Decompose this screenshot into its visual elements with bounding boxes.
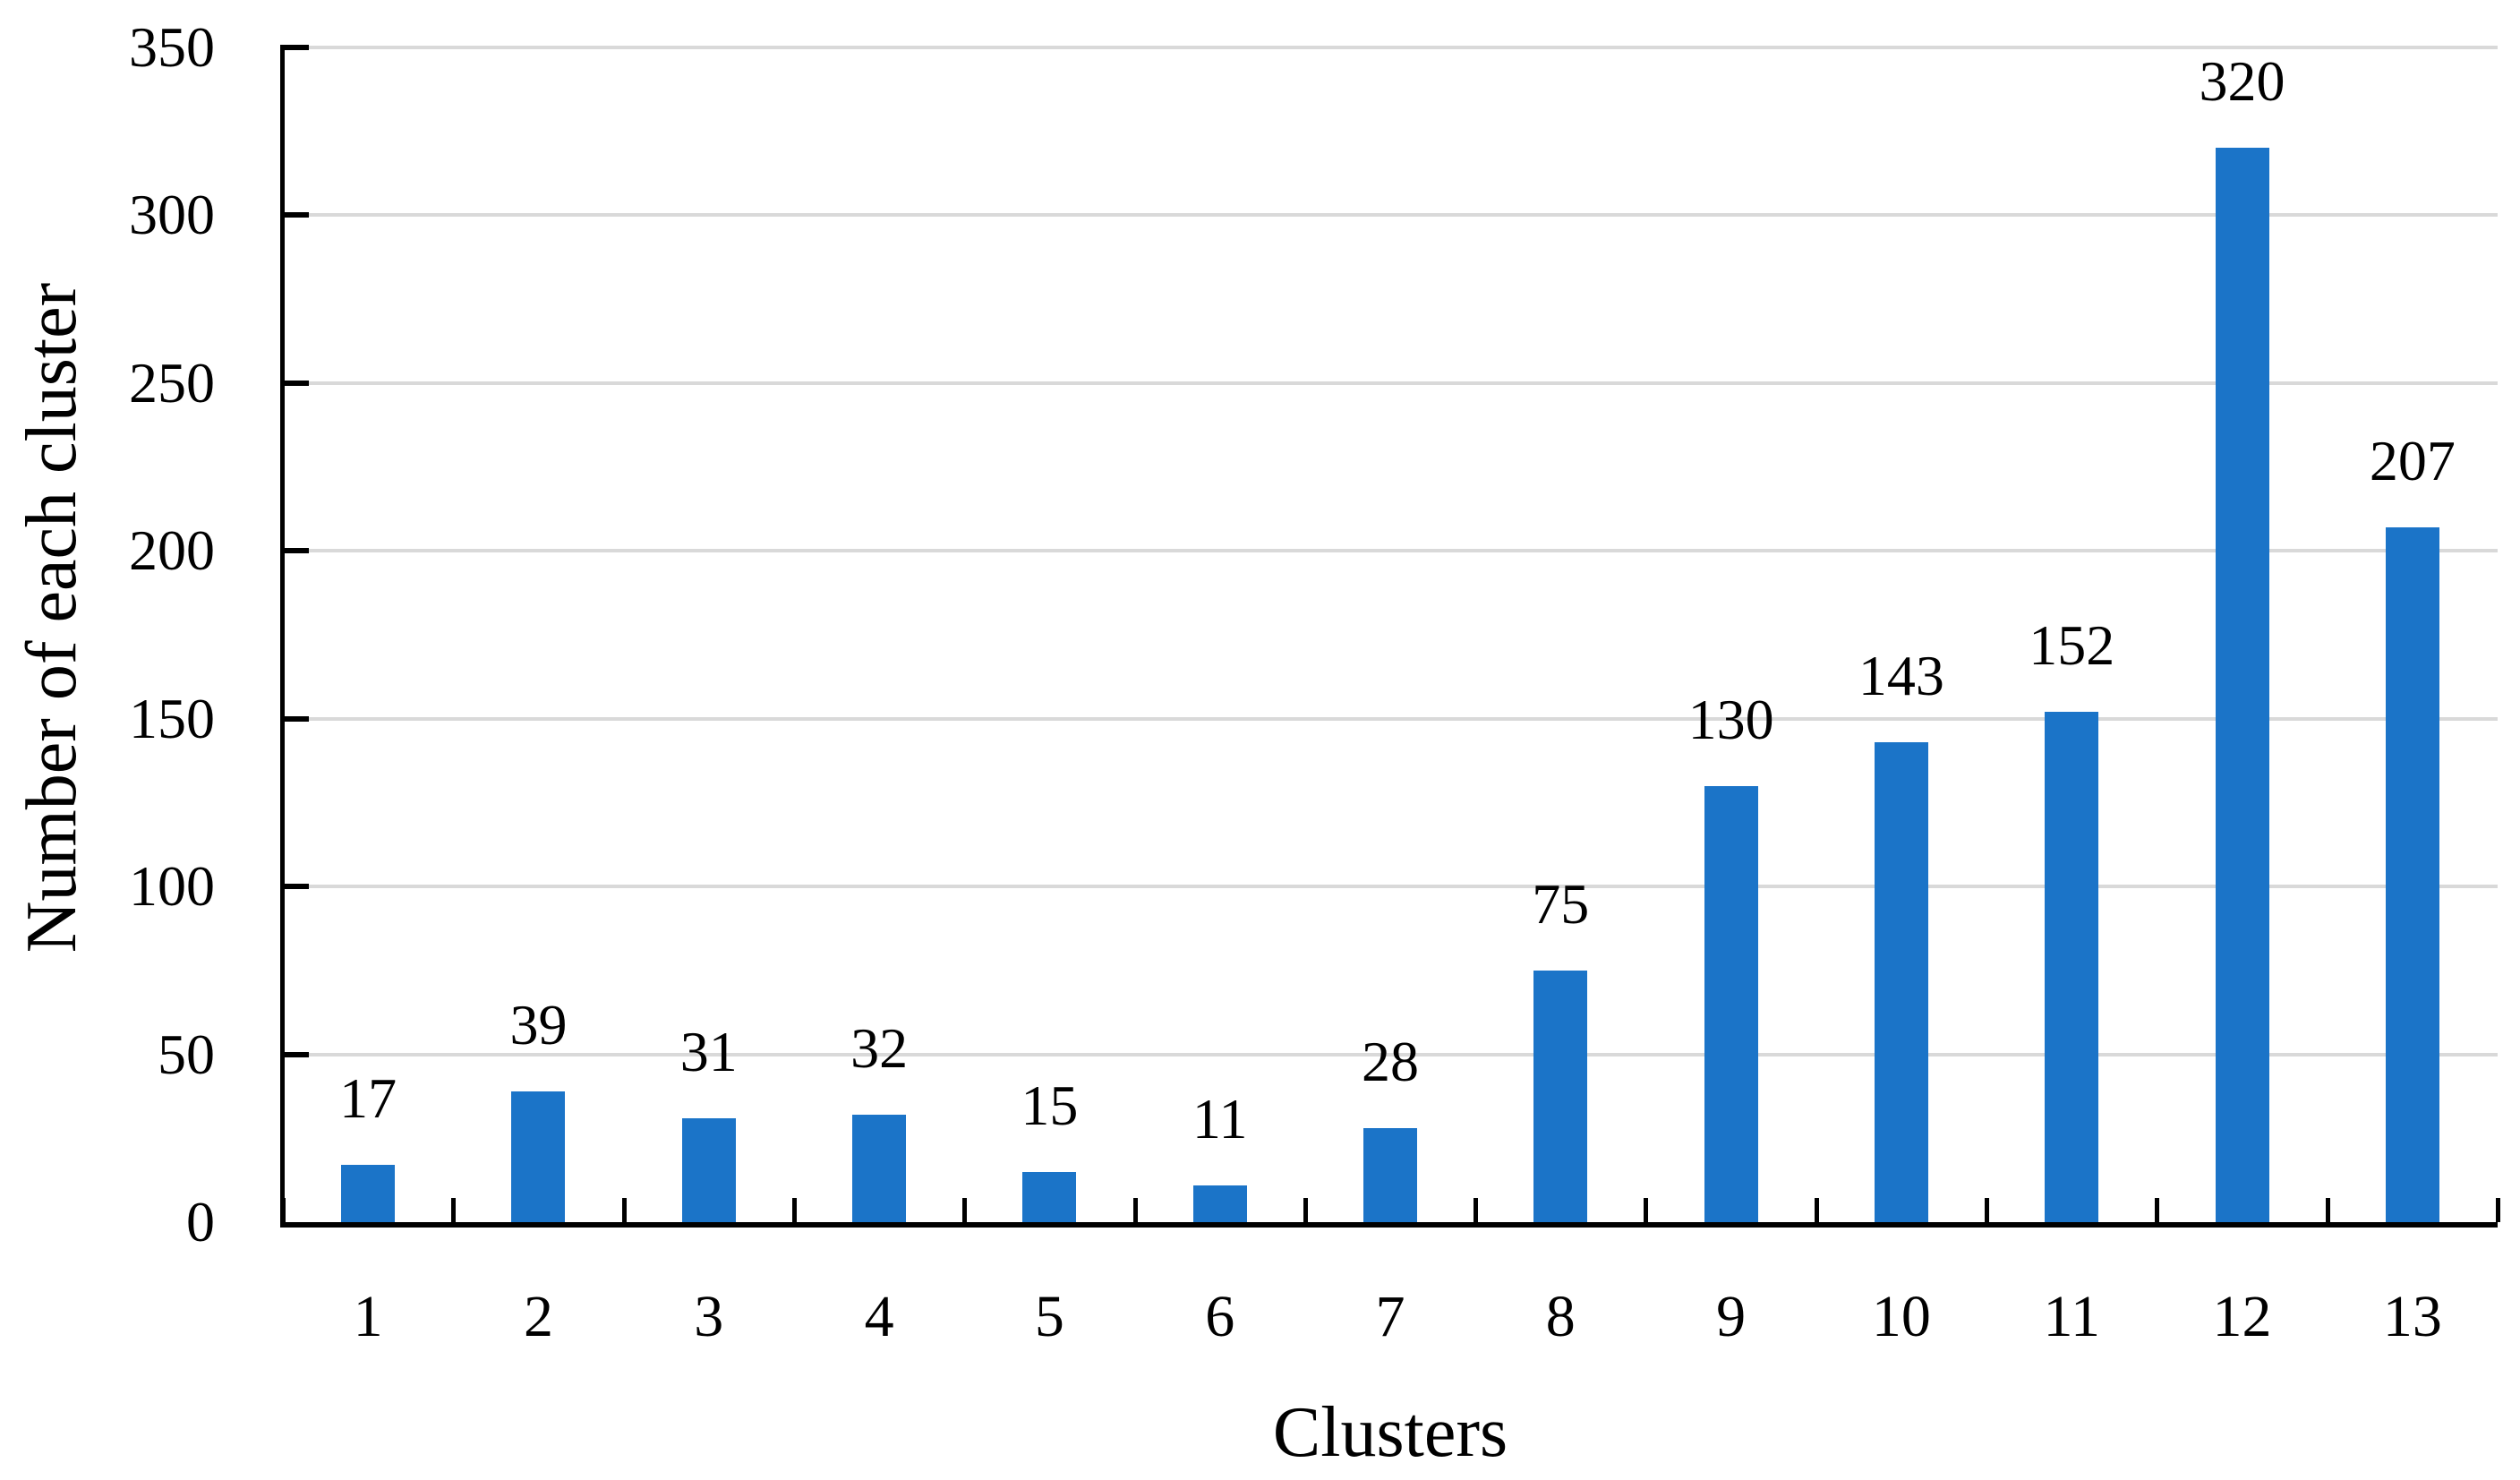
gridline-300 xyxy=(283,213,2498,218)
x-tick-boundary-12 xyxy=(2325,1198,2330,1222)
y-tick-label-50: 50 xyxy=(158,1022,215,1086)
x-tick-boundary-2 xyxy=(621,1198,627,1222)
x-tick-boundary-7 xyxy=(1474,1198,1479,1222)
x-tick-label-6: 6 xyxy=(1205,1284,1235,1349)
x-tick-boundary-0 xyxy=(281,1198,286,1222)
gridline-50 xyxy=(283,1052,2498,1057)
x-tick-label-4: 4 xyxy=(864,1284,894,1349)
x-tick-label-5: 5 xyxy=(1034,1284,1064,1349)
data-label-cluster-11: 152 xyxy=(2029,613,2115,678)
data-label-cluster-3: 31 xyxy=(679,1019,738,1083)
bar-cluster-2 xyxy=(511,1091,566,1222)
y-tick-label-350: 350 xyxy=(129,15,215,79)
gridline-250 xyxy=(283,381,2498,385)
x-tick-boundary-13 xyxy=(2496,1198,2500,1222)
gridline-100 xyxy=(283,885,2498,889)
x-tick-boundary-3 xyxy=(791,1198,797,1222)
bar-cluster-12 xyxy=(2215,148,2269,1222)
y-tick-250 xyxy=(285,380,309,386)
y-tick-label-0: 0 xyxy=(186,1190,215,1253)
bar-cluster-3 xyxy=(681,1117,736,1222)
x-axis-title: Clusters xyxy=(1272,1393,1508,1472)
x-tick-boundary-10 xyxy=(1985,1198,1990,1222)
x-tick-boundary-5 xyxy=(1132,1198,1138,1222)
bar-cluster-7 xyxy=(1363,1128,1417,1222)
gridline-350 xyxy=(283,46,2498,49)
y-axis-line xyxy=(280,45,285,1225)
x-tick-label-8: 8 xyxy=(1545,1284,1576,1349)
data-label-cluster-9: 130 xyxy=(1687,687,1774,751)
data-label-cluster-8: 75 xyxy=(1532,871,1590,936)
gridline-200 xyxy=(283,549,2498,553)
x-tick-boundary-11 xyxy=(2155,1198,2160,1222)
x-tick-label-7: 7 xyxy=(1375,1284,1405,1349)
y-tick-label-300: 300 xyxy=(129,183,215,247)
bar-cluster-11 xyxy=(2045,712,2099,1222)
x-tick-label-12: 12 xyxy=(2212,1284,2272,1349)
y-tick-200 xyxy=(285,548,309,554)
bar-cluster-13 xyxy=(2385,527,2439,1222)
x-tick-label-9: 9 xyxy=(1716,1284,1747,1349)
data-label-cluster-10: 143 xyxy=(1858,643,1944,707)
data-label-cluster-6: 11 xyxy=(1192,1086,1248,1151)
bar-cluster-1 xyxy=(341,1165,396,1222)
bar-cluster-10 xyxy=(1874,741,1928,1222)
x-tick-boundary-4 xyxy=(962,1198,968,1222)
y-tick-label-100: 100 xyxy=(129,854,215,919)
x-tick-boundary-8 xyxy=(1644,1198,1649,1222)
x-tick-boundary-1 xyxy=(451,1198,457,1222)
y-tick-350 xyxy=(285,45,309,50)
data-label-cluster-7: 28 xyxy=(1362,1030,1419,1094)
x-tick-boundary-9 xyxy=(1814,1198,1819,1222)
x-tick-label-11: 11 xyxy=(2043,1284,2100,1349)
y-tick-label-150: 150 xyxy=(129,686,215,750)
x-tick-label-13: 13 xyxy=(2382,1284,2442,1349)
bar-cluster-4 xyxy=(852,1115,907,1222)
y-tick-100 xyxy=(285,884,309,890)
gridline-150 xyxy=(283,716,2498,721)
x-tick-boundary-6 xyxy=(1303,1198,1308,1222)
y-tick-150 xyxy=(285,715,309,722)
plot-area: 17 39 31 32 15 11 28 75 130 143 152 320 207 xyxy=(283,46,2498,1222)
bar-cluster-5 xyxy=(1022,1171,1077,1222)
y-tick-50 xyxy=(285,1051,309,1057)
bar-cluster-6 xyxy=(1192,1185,1247,1222)
y-tick-label-250: 250 xyxy=(129,350,215,415)
bar-cluster-9 xyxy=(1704,785,1758,1222)
x-tick-label-2: 2 xyxy=(523,1284,553,1349)
data-label-cluster-5: 15 xyxy=(1021,1073,1079,1137)
x-tick-label-10: 10 xyxy=(1871,1284,1931,1349)
data-label-cluster-4: 32 xyxy=(850,1016,909,1081)
data-label-cluster-13: 207 xyxy=(2369,429,2456,493)
data-label-cluster-12: 320 xyxy=(2199,49,2285,114)
x-tick-label-3: 3 xyxy=(694,1284,724,1349)
data-label-cluster-1: 17 xyxy=(339,1066,397,1131)
data-label-cluster-2: 39 xyxy=(509,992,568,1057)
x-axis-line xyxy=(280,1222,2498,1228)
y-tick-label-200: 200 xyxy=(129,518,215,583)
x-tick-label-1: 1 xyxy=(353,1284,383,1349)
bar-cluster-8 xyxy=(1533,970,1588,1222)
y-tick-300 xyxy=(285,212,309,218)
